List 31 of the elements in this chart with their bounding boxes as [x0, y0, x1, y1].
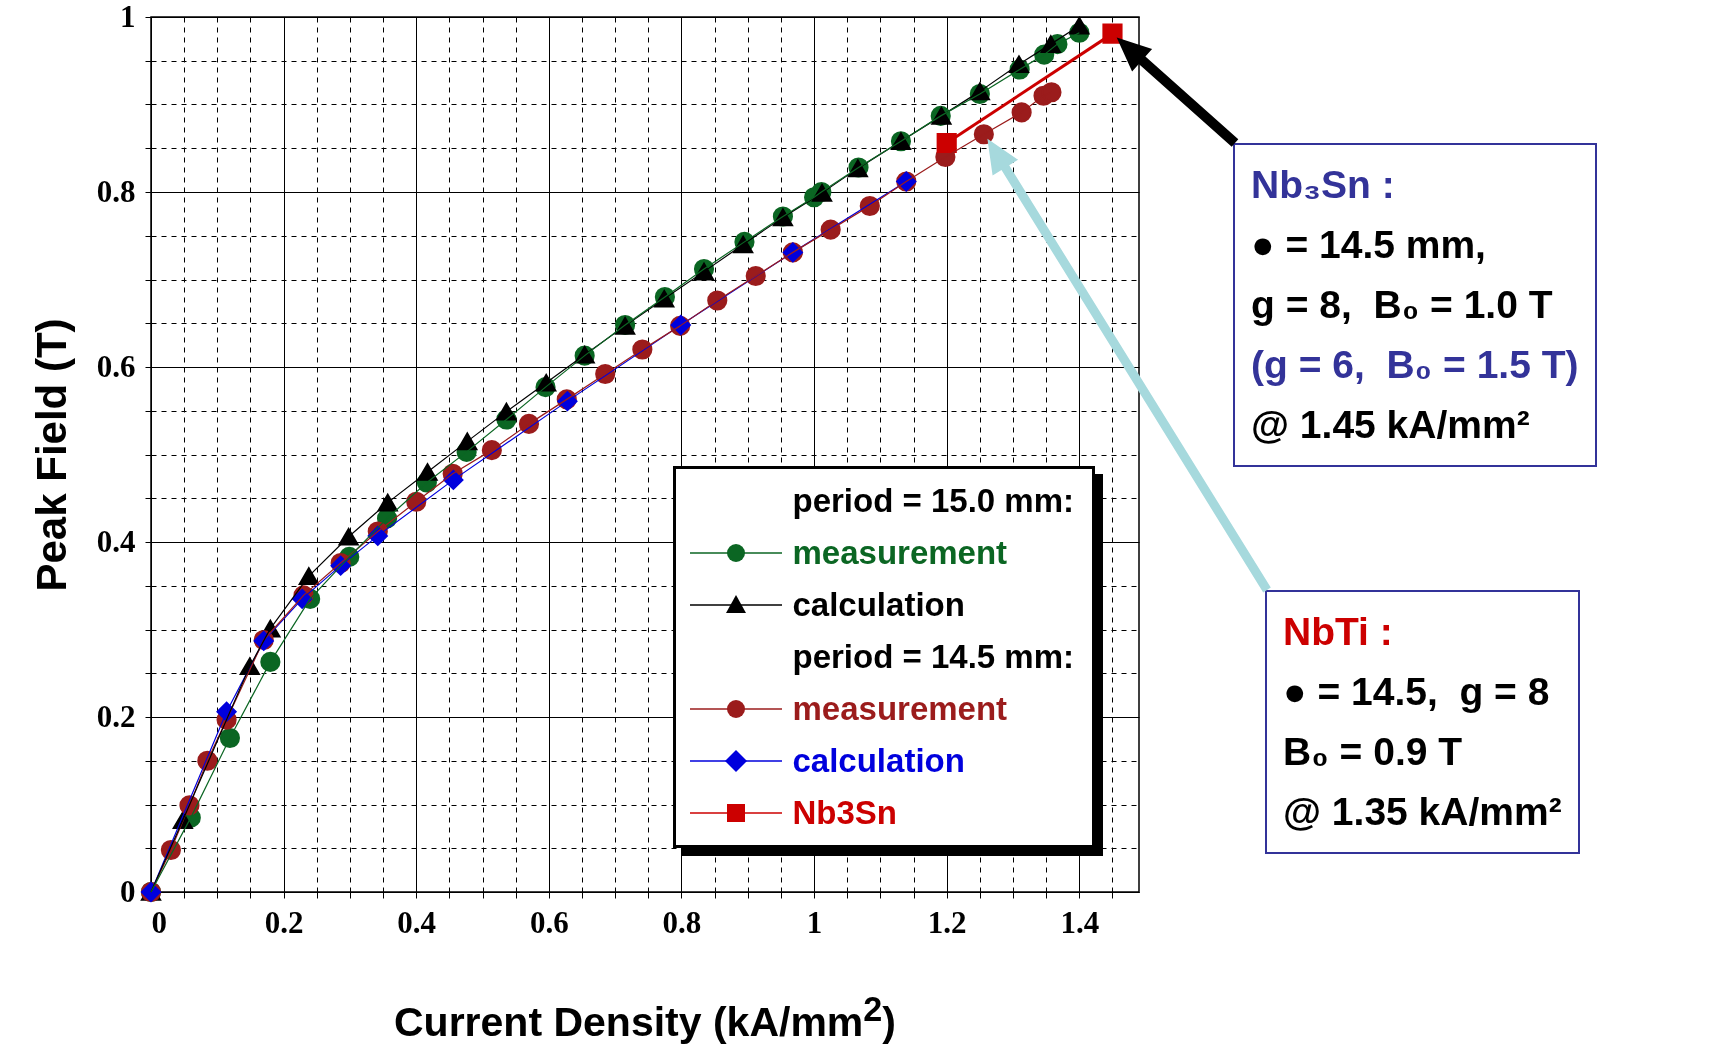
x-tick-label: 0.6 — [529, 904, 569, 940]
text: Nb₃Sn : ● = 14.5 mm, g = 8, B₀ = 1.0 T (g = 6, B₀ = 1.5 T) @ 1.45 kA/mm² — [1251, 162, 1579, 448]
y-axis-title: Peak Field (T) — [27, 318, 75, 592]
x-tick-label: 0.8 — [662, 904, 702, 940]
y-tick-label: 0.2 — [96, 698, 136, 734]
legend-label: Nb3Sn — [792, 794, 897, 832]
point — [338, 527, 359, 546]
x-tick-label: 0.2 — [264, 904, 304, 940]
legend-label: measurement — [792, 534, 1008, 572]
x-axis-title: Current Density (kA/mm$^{2}$) — [394, 990, 896, 1046]
legend-label: measurement — [792, 690, 1008, 728]
y-tick-label: 0.6 — [96, 348, 136, 384]
y-tick-label: 0.8 — [96, 173, 136, 209]
y-tick-label: 1 — [120, 0, 136, 34]
point — [260, 651, 281, 672]
text: NbTi : ● = 14.5, g = 8 B₀ = 0.9 T @ 1.35 kA/mm² — [1283, 609, 1562, 835]
point — [298, 567, 319, 585]
y-tick-label: 0.4 — [96, 523, 136, 559]
legend-label: calculation — [792, 742, 965, 780]
x-tick-label: 1.2 — [927, 904, 967, 940]
annotation: period = 15.0 mm: — [792, 482, 1074, 520]
legend-label: calculation — [792, 586, 965, 624]
y-tick-label: 0 — [120, 873, 136, 909]
annotation: period = 14.5 mm: — [792, 638, 1074, 676]
x-tick-label: 0 — [151, 904, 167, 940]
x-tick-label: 1 — [806, 904, 823, 940]
point — [1041, 82, 1062, 103]
point — [1069, 16, 1090, 35]
point — [1011, 102, 1032, 123]
x-tick-label: 1.4 — [1060, 904, 1100, 940]
x-tick-label: 0.4 — [397, 904, 437, 940]
